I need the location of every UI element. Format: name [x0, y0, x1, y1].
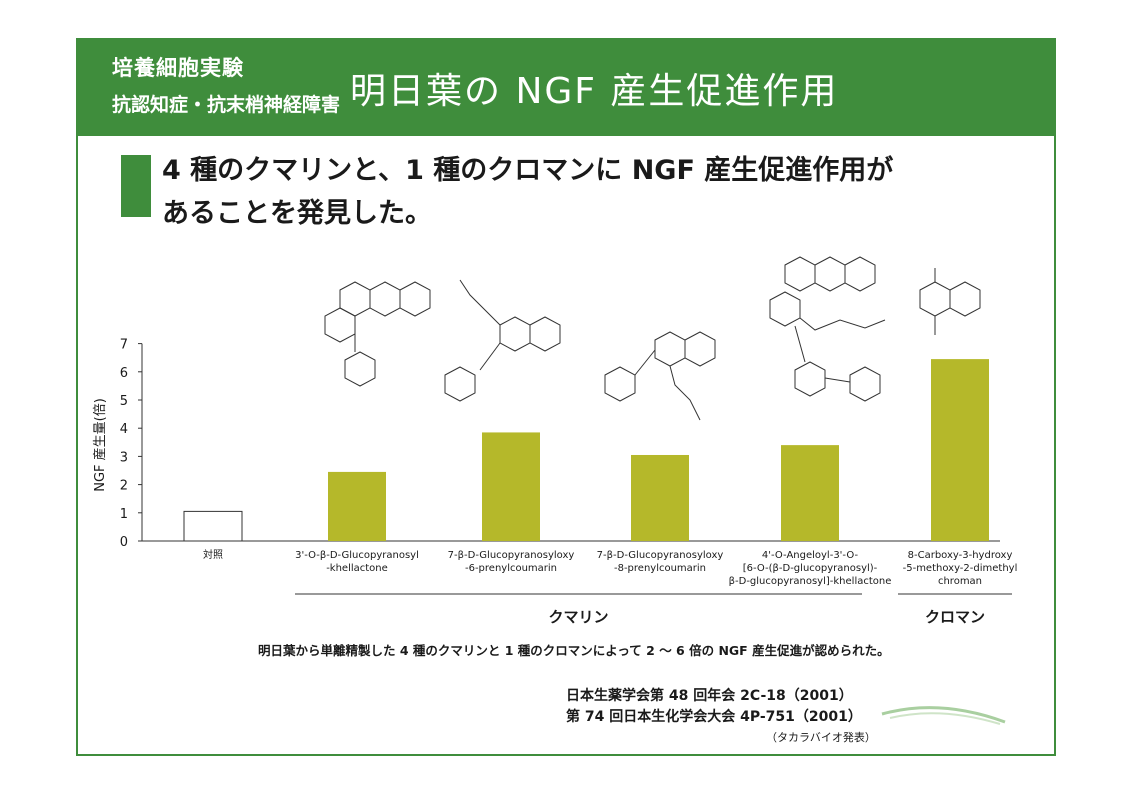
y-tick-label: 1 [120, 507, 128, 522]
reference-1: 日本生薬学会第 48 回年会 2C-18（2001） [566, 688, 853, 704]
bars [183, 359, 989, 542]
group-label: クマリン [548, 608, 608, 626]
structure-angeloyl-khellactone-diglucoside [769, 256, 886, 402]
x-tick-label: -8-prenylcoumarin [614, 563, 706, 574]
y-tick-label: 0 [120, 535, 128, 550]
chemical-structures [324, 256, 981, 421]
x-tick-label: chroman [938, 576, 982, 587]
x-tick-label: 7-β-D-Glucopyranosyloxy [597, 550, 724, 561]
structure-khellactone-glucoside [324, 281, 431, 387]
reference-source: （タカラバイオ発表） [766, 731, 876, 744]
x-tick-label: 8-Carboxy-3-hydroxy [908, 550, 1013, 561]
x-tick-label: 7-β-D-Glucopyranosyloxy [448, 550, 575, 561]
reference-2: 第 74 回日本生化学会大会 4P-751（2001） [566, 709, 862, 725]
x-tick-label: 4'-O-Angeloyl-3'-O- [762, 550, 859, 561]
header-subtitle-line1: 培養細胞実験 [112, 56, 244, 80]
x-tick-label: β-D-glucopyranosyl]-khellactone [729, 576, 892, 587]
header-subtitle-line2: 抗認知症・抗末梢神経障害 [112, 94, 341, 116]
headline-line2: あることを発見した。 [162, 198, 432, 229]
bar [931, 359, 989, 541]
group-label: クロマン [925, 608, 985, 626]
y-tick-label: 7 [120, 338, 128, 353]
y-tick-label: 5 [120, 394, 128, 409]
bar [328, 471, 386, 541]
decorative-swoosh [881, 706, 1006, 725]
structure-chroman [919, 268, 981, 335]
y-tick-label: 3 [120, 450, 128, 465]
x-tick-label: [6-O-(β-D-glucopyranosyl)- [743, 563, 878, 574]
slide-title: 明日葉の NGF 産生促進作用 [350, 71, 839, 112]
headline-line1: 4 種のクマリンと、1 種のクロマンに NGF 産生促進作用が [162, 155, 894, 186]
structure-6-prenylcoumarin-glucoside [444, 279, 561, 402]
x-tick-label: 3'-O-β-D-Glucopyranosyl [295, 550, 419, 561]
structure-8-prenylcoumarin-glucoside [604, 331, 716, 421]
footnote: 明日葉から単離精製した 4 種のクマリンと 1 種のクロマンによって 2 ～ 6… [258, 643, 890, 658]
y-tick-label: 6 [120, 366, 128, 381]
y-axis: 0 1 2 3 4 5 6 7 [120, 338, 1000, 550]
y-axis-label: NGF 産生量(倍) [92, 398, 108, 492]
x-tick-label: -khellactone [326, 563, 388, 574]
bar [183, 510, 243, 542]
x-tick-label: 対照 [203, 548, 223, 561]
y-tick-label: 4 [120, 422, 128, 437]
y-tick-label: 2 [120, 479, 128, 494]
slide-frame: 培養細胞実験 抗認知症・抗末梢神経障害 明日葉の NGF 産生促進作用 4 種の… [76, 38, 1056, 756]
bar [482, 432, 540, 541]
x-tick-label: -6-prenylcoumarin [465, 563, 557, 574]
header-bar: 培養細胞実験 抗認知症・抗末梢神経障害 明日葉の NGF 産生促進作用 [78, 40, 1054, 136]
headline-bullet [121, 155, 151, 217]
bar [631, 454, 689, 541]
bar [781, 445, 839, 541]
x-tick-label: -5-methoxy-2-dimethyl [903, 563, 1018, 574]
x-labels: 対照 3'-O-β-D-Glucopyranosyl -khellactone 7-β… [203, 548, 1017, 587]
category-groups: クマリン クロマン [295, 593, 1012, 626]
